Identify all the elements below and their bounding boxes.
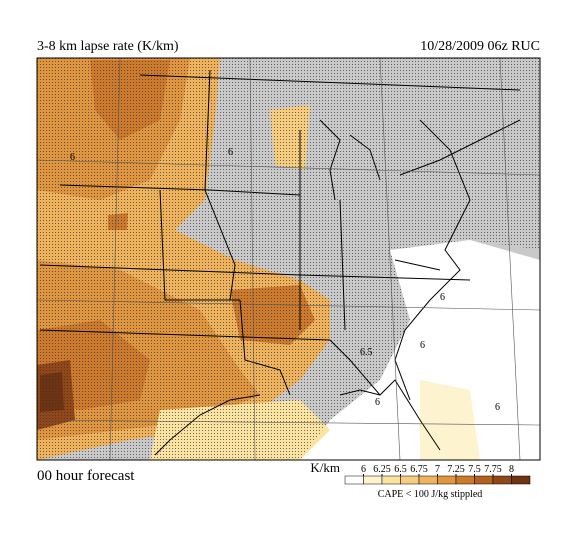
contour-label: 6 — [495, 402, 500, 413]
legend-swatch — [492, 475, 512, 485]
legend-level: 6.75 — [410, 464, 428, 475]
legend-level: 7 — [435, 464, 440, 475]
contour-label: 6 — [228, 147, 233, 158]
contour-label: 6 — [440, 292, 445, 303]
legend-level: 6 — [361, 464, 366, 475]
legend-swatch — [363, 475, 383, 485]
legend-swatch — [381, 475, 401, 485]
map: 6 6 6.5 6 6 6 6 — [37, 58, 540, 460]
contour-label: 6 — [420, 340, 425, 351]
valid-time: 10/28/2009 06z RUC — [420, 39, 540, 54]
stipple-note: CAPE < 100 J/kg stippled — [378, 489, 483, 500]
legend-swatch — [455, 475, 475, 485]
map-title: 3-8 km lapse rate (K/km) — [37, 39, 179, 54]
legend: 6 6.25 6.5 6.75 7 7.25 7.5 7.75 8 — [344, 464, 531, 485]
legend-swatch — [474, 475, 494, 485]
legend-swatch — [400, 475, 420, 485]
legend-swatch — [344, 475, 364, 485]
contour-label: 6 — [375, 397, 380, 408]
legend-level: 6.5 — [394, 464, 407, 475]
legend-level: 7.5 — [468, 464, 481, 475]
forecast-label: 00 hour forecast — [37, 468, 135, 484]
legend-level: 7.75 — [484, 464, 502, 475]
legend-level: 7.25 — [447, 464, 465, 475]
legend-unit: K/km — [310, 460, 340, 475]
legend-level: 6.25 — [373, 464, 391, 475]
legend-swatch — [418, 475, 438, 485]
legend-swatch — [437, 475, 457, 485]
legend-level: 8 — [509, 464, 514, 475]
legend-swatch — [511, 475, 531, 485]
contour-label: 6 — [70, 152, 75, 163]
contour-label: 6.5 — [360, 347, 373, 358]
